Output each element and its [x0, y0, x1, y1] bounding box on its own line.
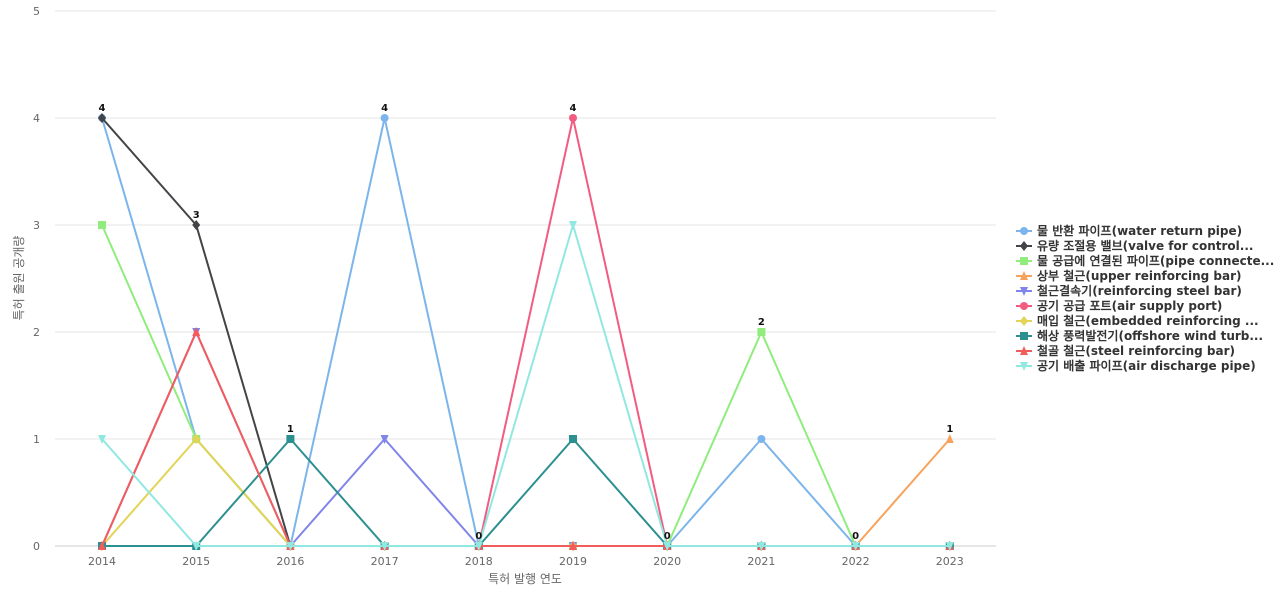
y-tick-label: 1: [33, 433, 40, 446]
data-point: [192, 434, 201, 444]
data-point: [663, 542, 672, 551]
x-tick-label: 2014: [88, 555, 116, 568]
legend-label: 상부 철근(upper reinforcing bar): [1037, 268, 1242, 283]
data-point: [569, 221, 577, 230]
y-tick-label: 0: [33, 540, 40, 553]
legend-marker: [1020, 227, 1028, 235]
data-label: 1: [946, 424, 953, 435]
data-label: 2: [758, 317, 765, 328]
data-point: [380, 114, 389, 122]
data-point: [757, 328, 766, 336]
legend-item[interactable]: 매입 철근(embedded reinforcing ...: [1016, 313, 1259, 328]
legend-item[interactable]: 철골 철근(steel reinforcing bar): [1016, 343, 1235, 358]
data-label: 0: [852, 531, 859, 542]
data-point: [569, 541, 577, 550]
data-point: [569, 435, 577, 443]
data-point: [192, 327, 201, 336]
data-point: [945, 434, 954, 443]
legend-label: 해상 풍력발전기(offshore wind turb...: [1037, 328, 1263, 343]
legend-item[interactable]: 공기 배출 파이프(air discharge pipe): [1016, 358, 1256, 373]
data-label: 1: [287, 424, 294, 435]
legend-marker: [1020, 332, 1028, 340]
grid: [55, 10, 996, 547]
data-point: [757, 542, 766, 551]
legend: 물 반환 파이프(water return pipe)유량 조절용 밸브(val…: [1016, 223, 1274, 373]
data-point: [192, 542, 201, 551]
legend-item[interactable]: 물 공급에 연결된 파이프(pipe connecte...: [1016, 253, 1274, 268]
legend-item[interactable]: 공기 공급 포트(air supply port): [1016, 298, 1222, 313]
data-point: [380, 435, 389, 444]
data-point: [286, 542, 295, 551]
data-labels: 4 3 1 4 0 4 0 2 0 1: [99, 103, 954, 542]
data-point: [851, 542, 860, 551]
data-point: [474, 542, 483, 551]
x-tick-label: 2021: [747, 555, 775, 568]
legend-marker: [1020, 271, 1028, 280]
x-tick-label: 2017: [371, 555, 399, 568]
legend-label: 공기 배출 파이프(air discharge pipe): [1037, 358, 1256, 373]
data-point: [945, 542, 954, 551]
legend-label: 매입 철근(embedded reinforcing ...: [1037, 313, 1259, 328]
legend-label: 물 공급에 연결된 파이프(pipe connecte...: [1037, 253, 1274, 268]
series-lines: [98, 113, 954, 551]
x-tick-label: 2022: [842, 555, 870, 568]
y-tick-label: 3: [33, 219, 40, 232]
y-tick-label: 4: [33, 112, 40, 125]
x-tick-label: 2020: [653, 555, 681, 568]
legend-marker: [1020, 362, 1028, 371]
x-axis-title: 특허 발행 연도: [488, 571, 562, 586]
x-tick-label: 2019: [559, 555, 587, 568]
legend-marker: [1020, 302, 1028, 310]
series-7: [98, 435, 954, 550]
x-tick-label: 2016: [276, 555, 304, 568]
legend-label: 철근결속기(reinforcing steel bar): [1037, 283, 1242, 298]
data-point: [569, 114, 577, 122]
legend-item[interactable]: 상부 철근(upper reinforcing bar): [1016, 268, 1242, 283]
data-point: [286, 435, 295, 443]
legend-marker: [1020, 257, 1028, 265]
data-point: [98, 221, 106, 229]
data-point: [98, 113, 106, 123]
data-label: 0: [664, 531, 671, 542]
y-axis-ticks: 0 1 2 3 4 5: [33, 5, 40, 553]
data-point: [98, 435, 106, 444]
legend-item[interactable]: 철근결속기(reinforcing steel bar): [1016, 283, 1242, 298]
legend-item[interactable]: 물 반환 파이프(water return pipe): [1016, 223, 1242, 238]
legend-marker: [1020, 241, 1028, 251]
legend-item[interactable]: 해상 풍력발전기(offshore wind turb...: [1016, 328, 1263, 343]
x-tick-label: 2023: [936, 555, 964, 568]
data-label: 4: [99, 103, 106, 114]
x-tick-label: 2015: [182, 555, 210, 568]
data-point: [98, 541, 106, 550]
legend-label: 유량 조절용 밸브(valve for control...: [1037, 238, 1253, 253]
y-axis-title: 특허 출원 공개량: [12, 236, 26, 321]
data-point: [380, 542, 389, 551]
data-label: 4: [570, 103, 577, 114]
y-tick-label: 5: [33, 5, 40, 18]
data-point: [757, 435, 766, 443]
legend-label: 철골 철근(steel reinforcing bar): [1037, 343, 1235, 358]
x-axis-ticks: 2014 2015 2016 2017 2018 2019 2020 2021 2022 2023: [88, 555, 964, 568]
legend-item[interactable]: 유량 조절용 밸브(valve for control...: [1016, 238, 1253, 253]
series-line: [102, 438, 950, 547]
data-label: 4: [381, 103, 388, 114]
legend-marker: [1020, 346, 1028, 355]
series-line: [101, 224, 950, 547]
data-point: [192, 220, 201, 230]
legend-marker: [1020, 316, 1028, 326]
data-label: 3: [193, 210, 200, 221]
data-label: 0: [475, 531, 482, 542]
y-tick-label: 2: [33, 326, 40, 339]
x-tick-label: 2018: [465, 555, 493, 568]
series-9: [98, 221, 954, 551]
legend-marker: [1020, 287, 1028, 296]
legend-label: 공기 공급 포트(air supply port): [1037, 298, 1222, 313]
legend-label: 물 반환 파이프(water return pipe): [1037, 223, 1242, 238]
